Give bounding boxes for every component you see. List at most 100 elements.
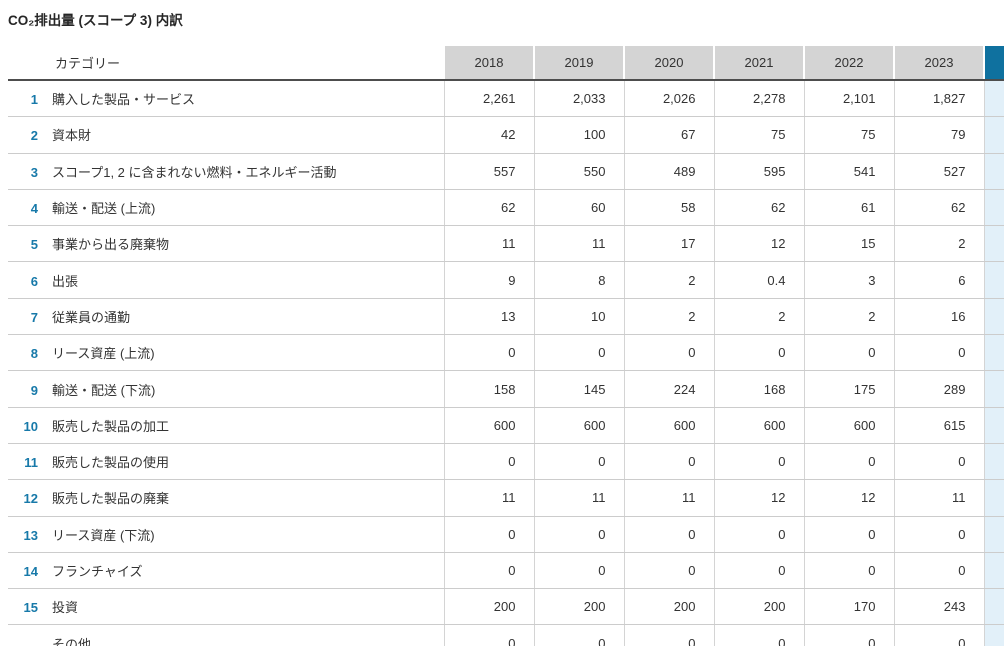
category-cell: 2 資本財 bbox=[8, 116, 444, 154]
emissions-table: カテゴリー2018201920202021202220232024 1購入した製… bbox=[8, 46, 1004, 646]
row-number: 15 bbox=[23, 600, 38, 616]
category-cell: 4 輸送・配送 (上流) bbox=[8, 189, 444, 227]
year-column-header-2018: 2018 bbox=[443, 46, 534, 81]
category-label: リース資産 (下流) bbox=[52, 527, 155, 543]
category-label: 輸送・配送 (上流) bbox=[52, 201, 156, 217]
value-cell-2022: 3 bbox=[803, 261, 894, 299]
category-cell: 6 出張 bbox=[8, 261, 444, 299]
value-cell-2019: 0 bbox=[533, 552, 624, 590]
value-cell-2021: 595 bbox=[713, 153, 804, 190]
value-cell-2019: 0 bbox=[533, 516, 624, 553]
value-cell-2020: 0 bbox=[623, 516, 714, 553]
table-row: 10販売した製品の加工600600600600600615714 bbox=[8, 407, 1004, 444]
value-cell-2024: 714 bbox=[983, 407, 1004, 444]
value-cell-2018: 2,261 bbox=[443, 80, 534, 118]
value-cell-2024: 241 bbox=[983, 370, 1004, 408]
value-cell-2023: 79 bbox=[893, 116, 984, 154]
value-cell-2020: 0 bbox=[623, 443, 714, 481]
value-cell-2022: 170 bbox=[803, 588, 894, 626]
value-cell-2022: 0 bbox=[803, 334, 894, 372]
row-number: 4 bbox=[30, 201, 38, 217]
category-column-header: カテゴリー bbox=[8, 46, 444, 81]
category-label: 輸送・配送 (下流) bbox=[52, 382, 156, 398]
value-cell-2024: 2 bbox=[983, 225, 1004, 263]
value-cell-2018: 0 bbox=[443, 443, 534, 481]
value-cell-2021: 0.4 bbox=[713, 261, 804, 299]
value-cell-2018: 557 bbox=[443, 153, 534, 190]
value-cell-2019: 200 bbox=[533, 588, 624, 626]
value-cell-2018: 0 bbox=[443, 516, 534, 553]
value-cell-2022: 0 bbox=[803, 552, 894, 590]
value-cell-2021: 0 bbox=[713, 552, 804, 590]
year-column-header-2020: 2020 bbox=[623, 46, 714, 81]
value-cell-2018: 158 bbox=[443, 370, 534, 408]
row-number: 9 bbox=[30, 382, 38, 398]
category-cell: 15 投資 bbox=[8, 588, 444, 626]
value-cell-2020: 2 bbox=[623, 261, 714, 299]
year-column-header-2019: 2019 bbox=[533, 46, 624, 81]
table-row: 2資本財421006775757972 bbox=[8, 116, 1004, 154]
value-cell-2019: 11 bbox=[533, 479, 624, 517]
value-cell-2022: 541 bbox=[803, 153, 894, 190]
value-cell-2018: 11 bbox=[443, 479, 534, 517]
value-cell-2019: 11 bbox=[533, 225, 624, 263]
value-cell-2020: 600 bbox=[623, 407, 714, 444]
table-row: 15投資200200200200170243261 bbox=[8, 588, 1004, 626]
category-label: 販売した製品の廃棄 bbox=[52, 491, 170, 507]
category-label: 販売した製品の使用 bbox=[52, 455, 170, 471]
value-cell-2020: 489 bbox=[623, 153, 714, 190]
table-row: 3 スコープ1, 2 に含まれない燃料・エネルギー活動 557 550 489 595 54… bbox=[8, 153, 1004, 190]
value-cell-2023: 0 bbox=[893, 443, 984, 481]
table-row: その他0000000 bbox=[8, 624, 1004, 646]
table-row: 5事業から出る廃棄物111117121522 bbox=[8, 225, 1004, 263]
value-cell-2021: 62 bbox=[713, 189, 804, 227]
table-body: 1 購入した製品・サービス 2,261 2,033 2,026 2,278 2,101 1,8… bbox=[8, 80, 1004, 646]
table-row: 1 購入した製品・サービス 2,261 2,033 2,026 2,278 2,101 1,8… bbox=[8, 80, 1004, 118]
value-cell-2019: 600 bbox=[533, 407, 624, 444]
value-cell-2019: 0 bbox=[533, 334, 624, 372]
category-label: 出張 bbox=[52, 273, 79, 289]
row-number: 11 bbox=[24, 455, 38, 471]
value-cell-2020: 67 bbox=[623, 116, 714, 154]
table-row: 11販売した製品の使用0000000 bbox=[8, 443, 1004, 481]
value-cell-2024: 0 bbox=[983, 552, 1004, 590]
value-cell-2021: 0 bbox=[713, 334, 804, 372]
value-cell-2023: 62 bbox=[893, 189, 984, 227]
value-cell-2024: 15 bbox=[983, 298, 1004, 336]
row-number: 8 bbox=[30, 346, 38, 362]
category-label: 資本財 bbox=[52, 128, 92, 144]
value-cell-2024: 6 bbox=[983, 479, 1004, 517]
year-column-header-2022: 2022 bbox=[803, 46, 894, 81]
value-cell-2020: 58 bbox=[623, 189, 714, 227]
value-cell-2024: 1,760 bbox=[983, 80, 1004, 118]
category-cell: 1 購入した製品・サービス bbox=[8, 80, 444, 118]
value-cell-2020: 224 bbox=[623, 370, 714, 408]
year-column-header-2021: 2021 bbox=[713, 46, 804, 81]
value-cell-2024: 572 bbox=[983, 153, 1004, 190]
value-cell-2022: 12 bbox=[803, 479, 894, 517]
value-cell-2022: 75 bbox=[803, 116, 894, 154]
value-cell-2019: 145 bbox=[533, 370, 624, 408]
value-cell-2021: 600 bbox=[713, 407, 804, 444]
category-cell: 11 販売した製品の使用 bbox=[8, 443, 444, 481]
value-cell-2022: 0 bbox=[803, 624, 894, 646]
row-number: 14 bbox=[23, 564, 38, 579]
row-number: 3 bbox=[30, 164, 38, 180]
value-cell-2020: 17 bbox=[623, 225, 714, 263]
row-number: 7 bbox=[30, 309, 38, 325]
value-cell-2023: 1,827 bbox=[893, 80, 984, 118]
value-cell-2022: 2,101 bbox=[803, 80, 894, 118]
row-number: 6 bbox=[30, 273, 38, 289]
value-cell-2021: 200 bbox=[713, 588, 804, 626]
value-cell-2023: 16 bbox=[893, 298, 984, 336]
category-cell: 8 リース資産 (上流) bbox=[8, 334, 444, 372]
row-number: 5 bbox=[30, 237, 38, 253]
value-cell-2020: 2 bbox=[623, 298, 714, 336]
value-cell-2020: 11 bbox=[623, 479, 714, 517]
value-cell-2023: 0 bbox=[893, 552, 984, 590]
value-cell-2021: 0 bbox=[713, 443, 804, 481]
value-cell-2024: 0 bbox=[983, 516, 1004, 553]
value-cell-2019: 8 bbox=[533, 261, 624, 299]
